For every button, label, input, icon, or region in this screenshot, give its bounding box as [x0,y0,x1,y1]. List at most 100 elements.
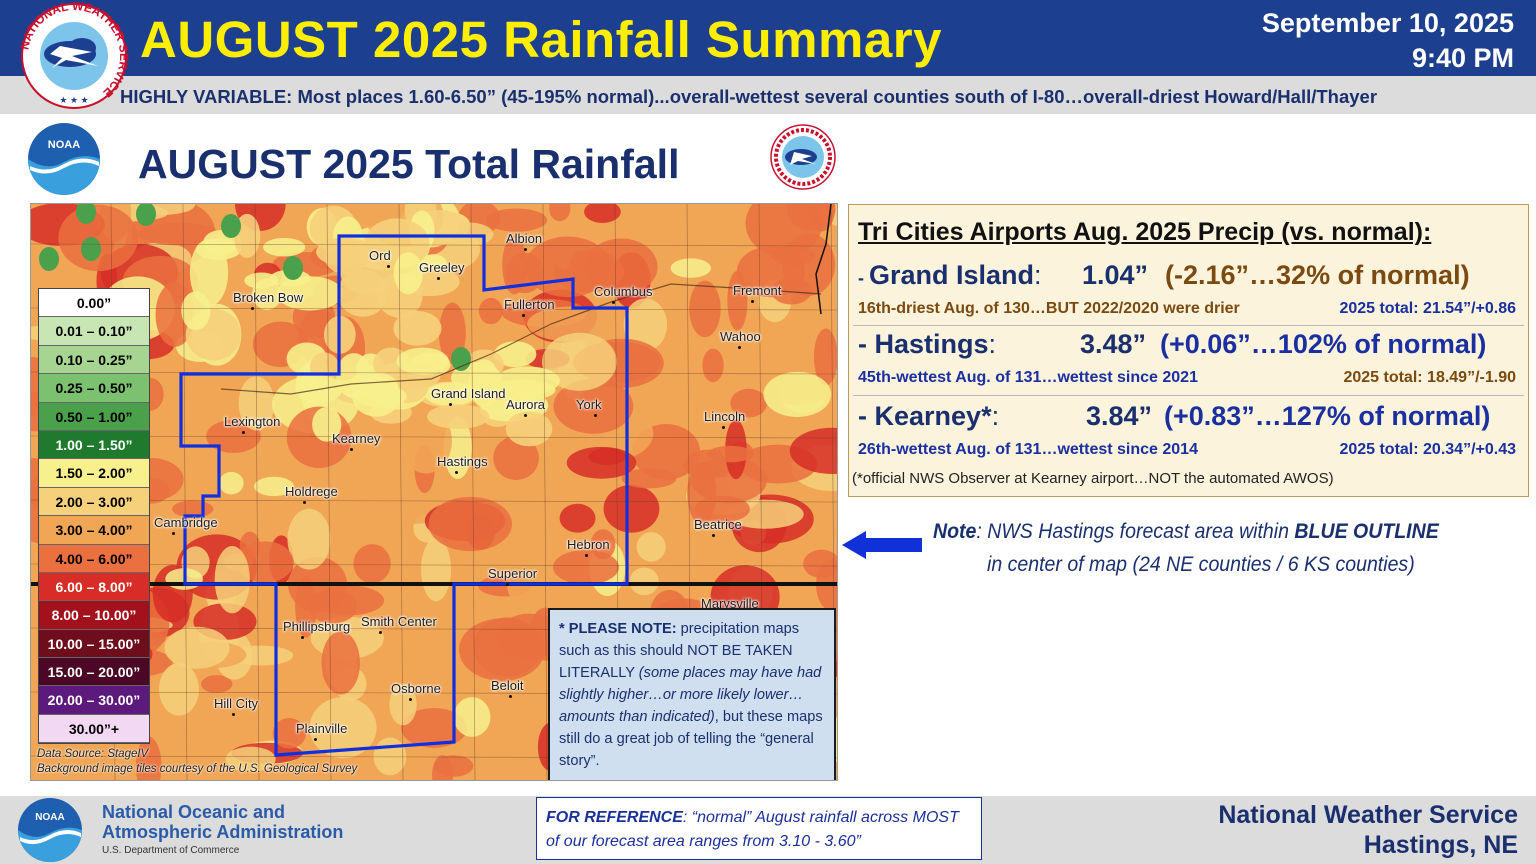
rain-cell [401,707,468,748]
rain-cell-dry [181,291,211,331]
summary-bar: HIGHLY VARIABLE: Most places 1.60-6.50” … [0,76,1536,114]
rain-cell-dry [312,406,342,442]
city-dot [751,300,754,303]
rain-cell [200,675,233,694]
rain-cell [497,613,562,660]
disclaimer-text-1: precipitation maps such as this should N… [559,621,800,681]
summary-text: HIGHLY VARIABLE: Most places 1.60-6.50” … [120,86,1378,107]
county-line [31,435,837,439]
tri-cities-title: Tri Cities Airports Aug. 2025 Precip (vs… [858,218,1432,246]
rain-cell-dry [263,237,306,257]
left-arrow-icon [842,531,922,559]
outline-note-line2: in center of map (24 NE counties / 6 KS … [987,553,1415,576]
rain-cell-dry [195,238,242,260]
city-label: Albion [506,231,543,246]
site-departure: (+0.06”…102% of normal) [1160,329,1487,359]
rainfall-map: 0.00” 0.01 – 0.10” 0.10 – 0.25” 0.25 – 0.50… [30,203,838,781]
rain-cell-dry [393,252,423,295]
forecast-area-outline [179,234,629,757]
legend-entry: 10.00 – 15.00” [39,629,149,659]
rain-cell [373,737,407,776]
legend-entry: 30.00”+ [39,714,149,744]
city-label: Marysville [701,596,759,611]
legend-entry: 3.00 – 4.00” [39,516,149,545]
rain-cell-dry [393,311,442,346]
svg-text:NOAA: NOAA [35,812,64,823]
svg-text:NOAA: NOAA [48,139,80,151]
city-dot [251,307,254,310]
platte-river [220,283,822,395]
city-dot [379,631,382,634]
county-line [31,563,837,567]
county-line [254,204,260,780]
county-line [398,204,404,780]
city-label: Phillipsburg [283,619,351,634]
county-line [542,204,548,780]
rain-cell [287,508,331,570]
rain-cell [214,546,250,614]
county-line [470,204,476,780]
rain-cell [730,388,768,418]
site-name: Kearney* [874,401,992,431]
city-dot [455,471,458,474]
kearney-total: 2025 total: 20.34”/+0.43 [1339,441,1516,458]
site-name: Grand Island [869,260,1035,290]
rain-cell [236,541,294,583]
rainfall-map-canvas [31,204,837,780]
legend-entry: 0.50 – 1.00” [39,402,149,431]
rain-cell [254,476,294,497]
kearney-line: - Kearney*: 3.84” (+0.83”…127% of normal… [858,401,1491,431]
city-dot [509,695,512,698]
rain-cell [803,549,837,579]
city-dot [524,248,527,251]
grand-island-rank: 16th-driest Aug. of 130…BUT 2022/2020 we… [858,300,1240,317]
legend-entry: 20.00 – 30.00” [39,686,149,715]
rain-cell [164,626,230,669]
rain-cell [789,427,837,474]
site-amount: 3.48” [1080,329,1147,359]
site-name: Hastings [874,329,989,359]
city-dot [437,277,440,280]
map-title: AUGUST 2025 Total Rainfall [138,141,680,187]
grand-island-line: - Grand Island: 1.04” (-2.16”…32% of nor… [858,260,1470,290]
site-amount: 1.04” [1082,260,1149,290]
city-label: Columbus [594,284,653,299]
rain-cell-dry [337,269,389,317]
legend-entry: 0.10 – 0.25” [39,345,149,375]
county-line [326,204,332,780]
rain-cell [485,208,548,232]
hastings-rank: 45th-wettest Aug. of 131…wettest since 2… [858,369,1198,386]
site-amount: 3.84” [1086,401,1153,431]
city-label: Lexington [224,414,281,429]
rain-cell [421,537,452,602]
rain-cell [813,328,837,386]
site-departure: (+0.83”…127% of normal) [1164,401,1491,431]
city-dot [232,713,235,716]
noaa-name: National Oceanic and Atmospheric Adminis… [102,802,344,842]
rain-cell [623,298,668,351]
hastings-line: - Hastings: 3.48” (+0.06”…102% of normal… [858,329,1487,359]
legend-entry: 0.25 – 0.50” [39,374,149,403]
hastings-total: 2025 total: 18.49”/-1.90 [1343,369,1516,386]
nws-logo-icon: NATIONAL WEATHER SERVICE ★ ★ ★ [17,2,131,109]
outline-note-line1: Note: NWS Hastings forecast area within … [933,520,1439,543]
legend-entry: 1.00 – 1.50” [39,430,149,460]
legend-entry: 15.00 – 20.00” [39,658,149,687]
header-date: September 10, 2025 [1261,8,1514,38]
city-dot [524,414,527,417]
rain-cell-light [81,237,101,261]
city-label: Smith Center [361,614,437,629]
county-line [31,499,837,503]
city-label: Plainville [296,721,348,736]
city-dot [409,698,412,701]
rain-cell [689,280,721,338]
noaa-footer-logo-icon: NOAA [18,798,82,862]
rain-cell [138,222,219,246]
rain-cell [584,204,621,223]
separator [853,325,1524,326]
disclaimer-italic: (some places may have had slightly highe… [559,665,822,725]
legend-entry: 0.00” [39,289,149,318]
rain-cell-dry [426,404,490,429]
rain-cell [542,332,617,391]
